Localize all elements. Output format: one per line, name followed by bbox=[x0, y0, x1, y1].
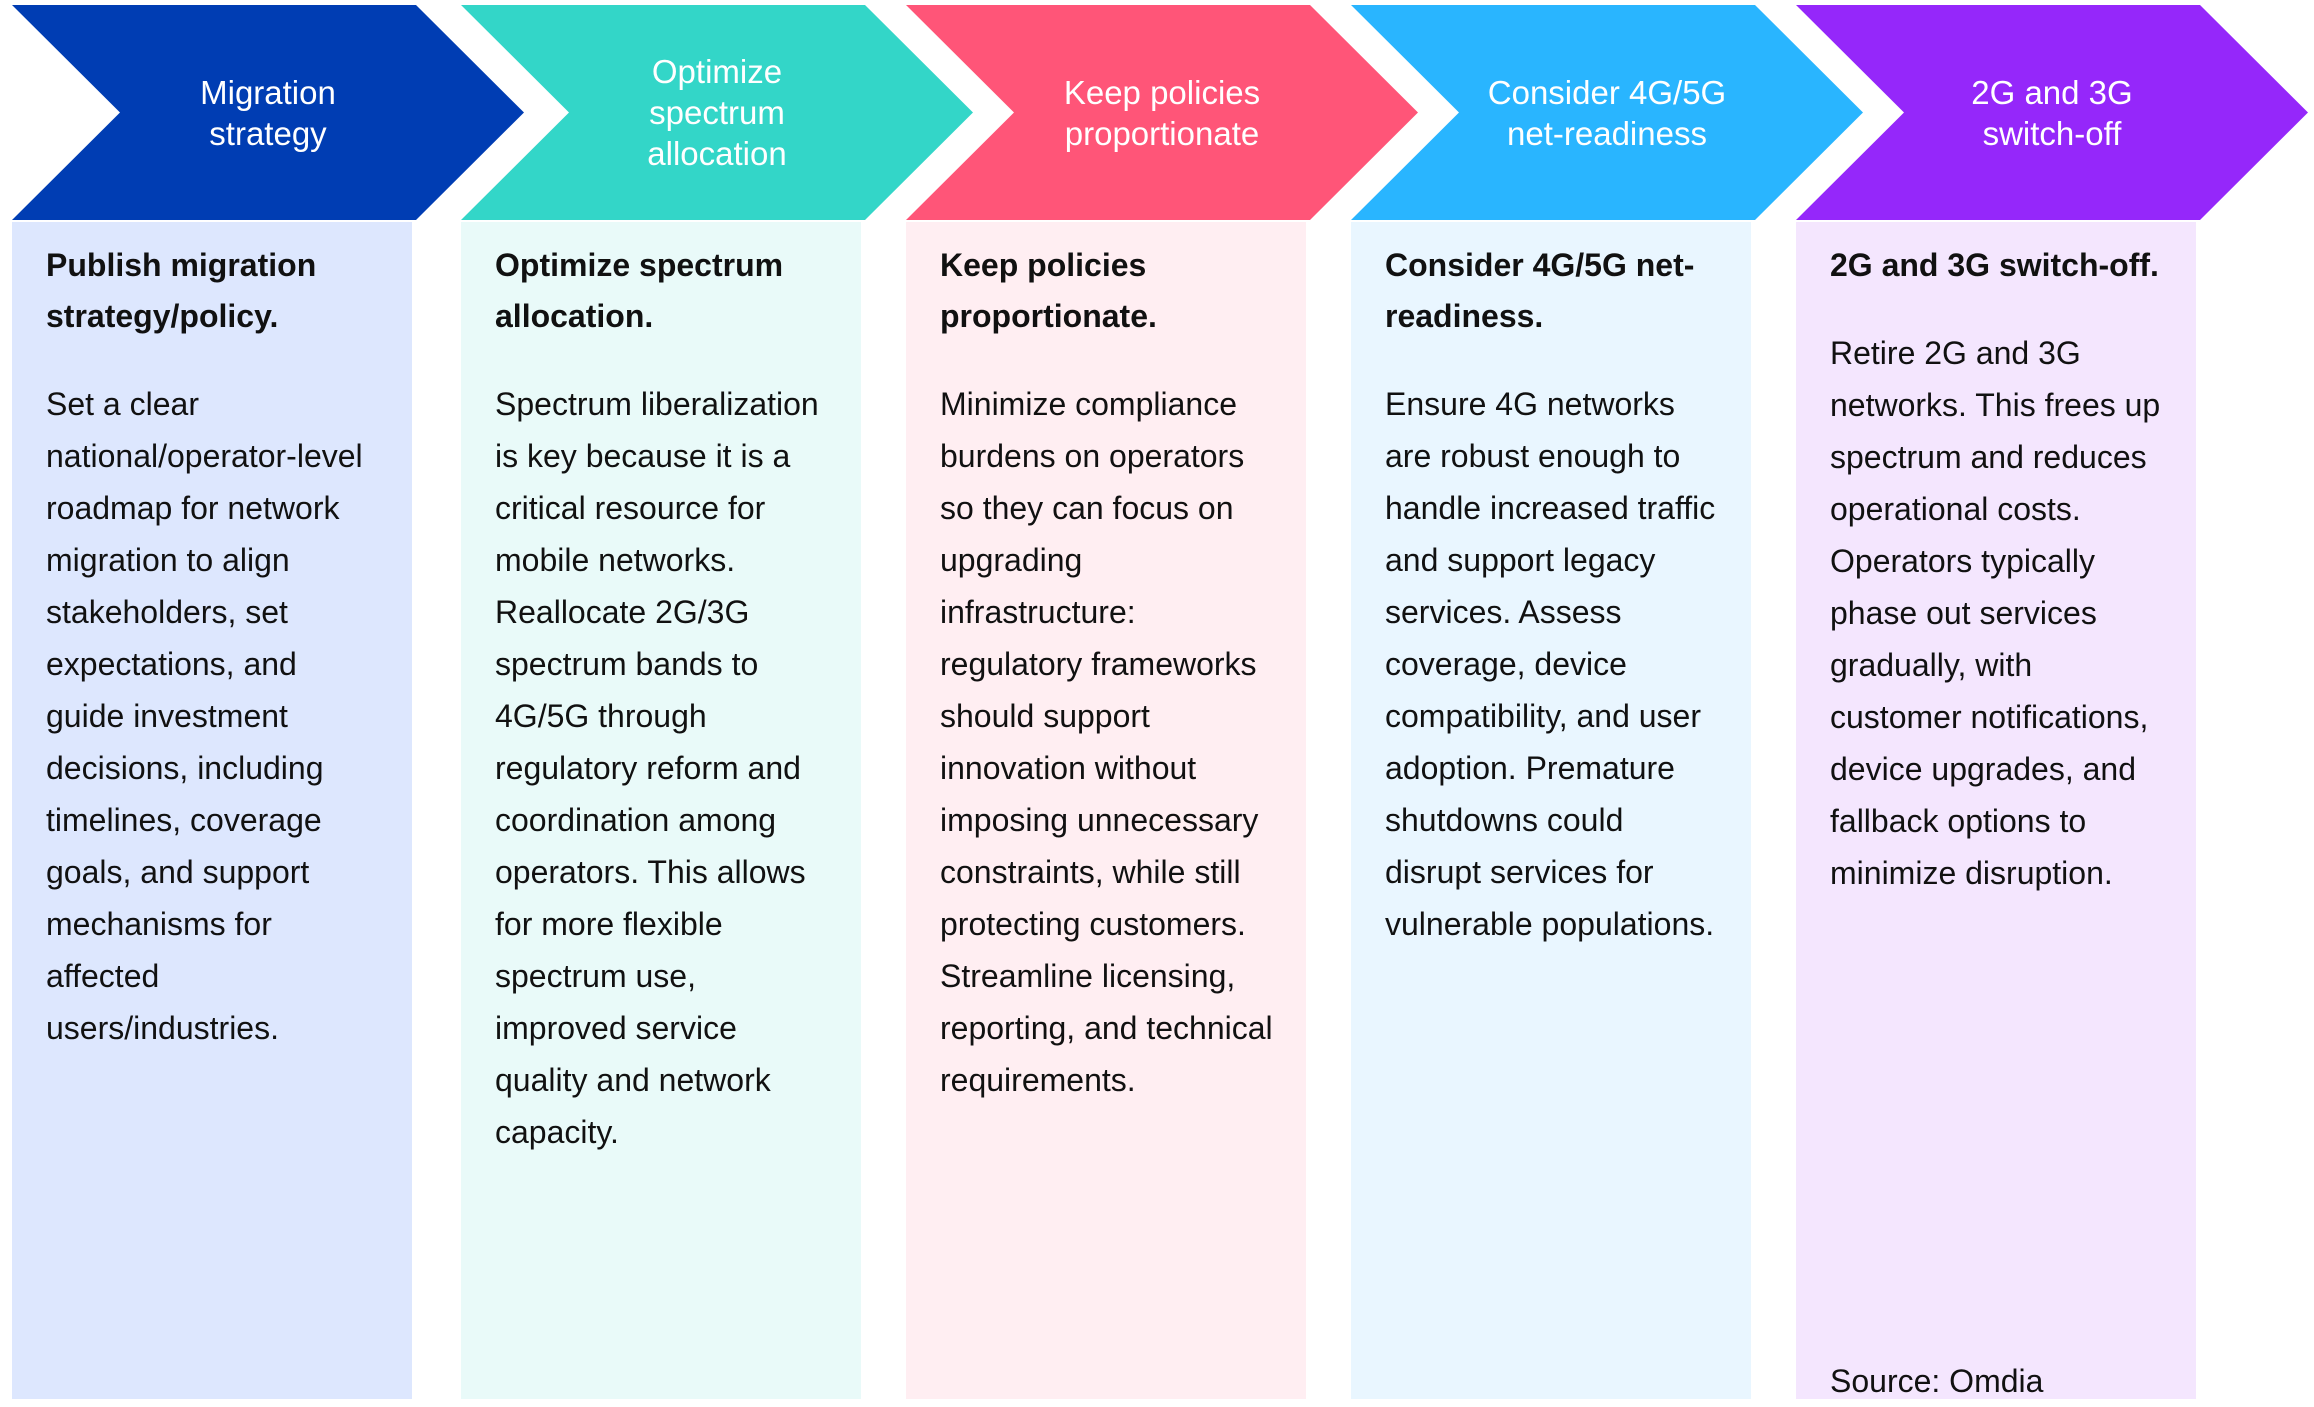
step-column: Keep policies proportionate Keep policie… bbox=[906, 0, 1418, 1399]
source-note: Source: Omdia bbox=[1830, 1363, 2044, 1399]
step-body: Keep policies proportionate. Minimize co… bbox=[906, 222, 1306, 1399]
step-body: Publish migration strategy/policy. Set a… bbox=[12, 222, 412, 1399]
chevron-label: 2G and 3G switch-off bbox=[1971, 73, 2133, 152]
chevron-arrow-shape bbox=[461, 5, 973, 220]
chevron-label: Optimize spectrum allocation bbox=[647, 53, 787, 172]
step-title: Optimize spectrum allocation. bbox=[495, 247, 784, 334]
step-description: Spectrum liberalization is key because i… bbox=[495, 386, 819, 1150]
step-body: Optimize spectrum allocation. Spectrum l… bbox=[461, 222, 861, 1399]
step-description: Ensure 4G networks are robust enough to … bbox=[1385, 386, 1716, 942]
chevron-arrow-shape bbox=[1351, 5, 1863, 220]
chevron-header: Migration strategy bbox=[12, 5, 524, 220]
step-column: Migration strategy Publish migration str… bbox=[12, 0, 524, 1399]
step-description: Retire 2G and 3G networks. This frees up… bbox=[1830, 335, 2161, 891]
step-body: 2G and 3G switch-off. Retire 2G and 3G n… bbox=[1796, 222, 2196, 1399]
chevron-arrow-shape bbox=[906, 5, 1418, 220]
chevron-label: Migration strategy bbox=[200, 73, 336, 152]
chevron-header: Keep policies proportionate bbox=[906, 5, 1418, 220]
step-body: Consider 4G/5G net-readiness. Ensure 4G … bbox=[1351, 222, 1751, 1399]
step-title: Consider 4G/5G net-readiness. bbox=[1385, 247, 1695, 334]
step-column: Optimize spectrum allocation Optimize sp… bbox=[461, 0, 973, 1399]
chevron-header: Optimize spectrum allocation bbox=[461, 5, 973, 220]
chevron-label: Consider 4G/5G net-readiness bbox=[1487, 73, 1727, 152]
step-column: 2G and 3G switch-off 2G and 3G switch-of… bbox=[1796, 0, 2308, 1399]
step-title: 2G and 3G switch-off. bbox=[1830, 247, 2159, 283]
step-title: Keep policies proportionate. bbox=[940, 247, 1157, 334]
chevron-arrow-shape bbox=[12, 5, 524, 220]
chevron-arrow-shape bbox=[1796, 5, 2308, 220]
step-title: Publish migration strategy/policy. bbox=[46, 247, 317, 334]
chevron-header: 2G and 3G switch-off bbox=[1796, 5, 2308, 220]
step-description: Set a clear national/operator-level road… bbox=[46, 386, 363, 1046]
chevron-header: Consider 4G/5G net-readiness bbox=[1351, 5, 1863, 220]
step-column: Consider 4G/5G net-readiness Consider 4G… bbox=[1351, 0, 1863, 1399]
chevron-label: Keep policies proportionate bbox=[1063, 73, 1261, 152]
step-description: Minimize compliance burdens on operators… bbox=[940, 386, 1273, 1098]
